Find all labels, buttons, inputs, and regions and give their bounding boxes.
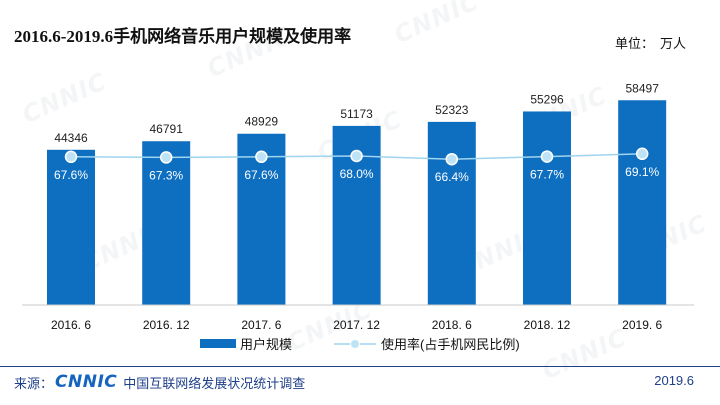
- x-tick-label: 2018. 12: [524, 318, 571, 332]
- bar-value-label: 55296: [530, 92, 564, 106]
- source-label: 来源：: [14, 375, 54, 391]
- legend-swatch-point: [350, 339, 360, 349]
- chart-plot: 44346 2016. 6 46791 2016. 12 48929 2017. 6 511…: [22, 81, 694, 352]
- x-tick-label: 2016. 6: [51, 318, 91, 332]
- x-tick-label: 2019. 6: [622, 318, 662, 332]
- bar-value-label: 51173: [340, 107, 373, 121]
- chart-title: 2016.6-2019.6手机网络音乐用户规模及使用率: [14, 27, 352, 46]
- legend-swatch-bar: [200, 339, 236, 348]
- bar-value-label: 48929: [245, 115, 279, 129]
- footer-date: 2019.6: [654, 373, 694, 388]
- usage-rate-label: 67.6%: [244, 168, 278, 182]
- source-footer: 来源： CNNIC 中国互联网络发展状况统计调查: [14, 372, 305, 392]
- usage-rate-label: 69.1%: [625, 165, 659, 179]
- bar: [142, 141, 191, 305]
- usage-rate-label: 67.6%: [54, 168, 88, 182]
- usage-rate-label: 67.7%: [530, 168, 564, 182]
- usage-rate-point: [350, 149, 363, 163]
- unit-label-prefix: 单位：: [614, 36, 654, 51]
- usage-rate-point: [255, 150, 268, 164]
- unit-label-value: 万人: [659, 36, 686, 51]
- bar: [523, 111, 571, 306]
- bar-value-label: 52323: [435, 103, 469, 117]
- source-org: 中国互联网络发展状况统计调查: [123, 375, 306, 391]
- x-tick-label: 2018. 6: [432, 318, 472, 332]
- usage-rate-label: 68.0%: [340, 167, 374, 181]
- usage-rate-label: 66.4%: [435, 170, 469, 184]
- bar: [618, 100, 667, 305]
- legend-label-bar: 用户规模: [240, 337, 292, 352]
- usage-rate-point: [445, 152, 459, 166]
- usage-rate-label: 67.3%: [149, 168, 183, 182]
- x-tick-label: 2016. 12: [143, 318, 190, 332]
- bar: [427, 121, 476, 305]
- x-tick-label: 2017. 12: [333, 318, 380, 332]
- usage-rate-point: [159, 151, 173, 164]
- usage-rate-point: [635, 147, 649, 161]
- bar: [47, 149, 95, 305]
- usage-rate-point: [64, 150, 78, 164]
- bar-value-label: 46791: [150, 122, 184, 136]
- legend-label-line: 使用率(占手机网民比例): [381, 337, 520, 352]
- cnnic-logo: CNNIC: [55, 372, 118, 392]
- x-tick-label: 2017. 6: [241, 318, 281, 332]
- unit-label: 单位： 万人: [615, 33, 686, 52]
- bar-value-label: 44346: [54, 131, 88, 145]
- footer-divider: [0, 366, 720, 367]
- usage-rate-point: [540, 150, 554, 163]
- bar-value-label: 58497: [626, 81, 660, 95]
